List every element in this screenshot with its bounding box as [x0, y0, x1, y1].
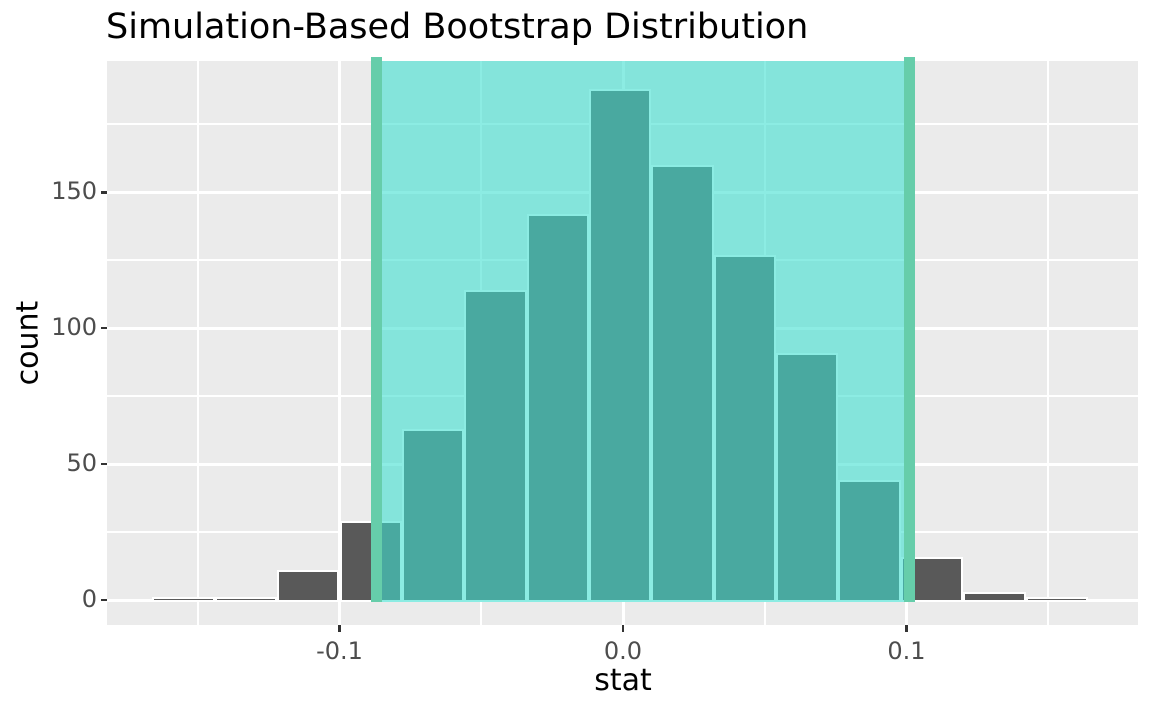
y-tick-mark [100, 326, 107, 330]
y-tick-mark [100, 191, 107, 194]
histogram-bar [214, 597, 278, 600]
x-major-gridline [338, 61, 341, 625]
x-minor-gridline [1047, 61, 1050, 625]
y-axis-title: count [10, 300, 46, 386]
x-tick-mark [338, 625, 341, 632]
histogram-bar [152, 597, 215, 600]
y-tick-label: 50 [66, 449, 97, 478]
x-axis-title: stat [594, 663, 652, 698]
plot-panel [107, 61, 1138, 625]
y-tick-mark [100, 462, 107, 466]
x-tick-label: 0.0 [603, 637, 643, 665]
histogram-bar [1025, 597, 1088, 600]
ci-shaded-region [376, 61, 910, 602]
x-minor-gridline [196, 61, 199, 625]
y-tick-label: 150 [51, 177, 97, 206]
ci-boundary-line [904, 57, 915, 602]
x-tick-mark [621, 625, 625, 632]
x-tick-label: -0.1 [316, 637, 363, 665]
chart-title: Simulation-Based Bootstrap Distribution [106, 7, 809, 47]
y-tick-mark [100, 598, 107, 602]
x-tick-label: 0.1 [887, 637, 926, 665]
y-tick-label: 100 [51, 313, 97, 342]
ci-boundary-line [371, 57, 382, 602]
x-tick-mark [905, 625, 908, 632]
histogram-bar [963, 591, 1026, 600]
histogram-bar [277, 570, 340, 600]
y-tick-label: 0 [81, 585, 97, 613]
